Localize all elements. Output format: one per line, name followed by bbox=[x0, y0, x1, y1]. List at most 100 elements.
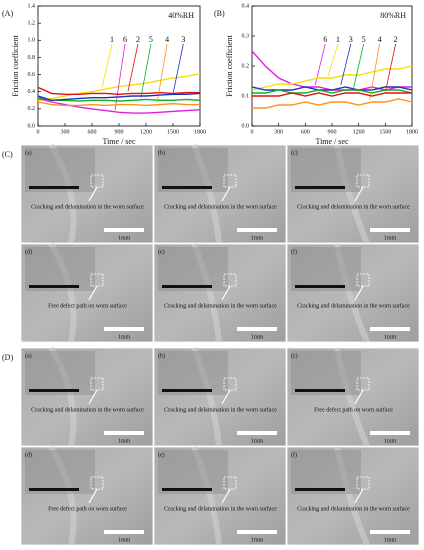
y-tick-label: 0.2 bbox=[28, 106, 36, 112]
panel-letter: (f) bbox=[291, 248, 297, 255]
chart-annotation: 80%RH bbox=[380, 11, 406, 20]
inset-image bbox=[291, 351, 361, 395]
pointer-arrow bbox=[354, 389, 364, 405]
x-tick-label: 900 bbox=[328, 129, 337, 135]
y-tick-label: 0.4 bbox=[242, 3, 250, 9]
series-label: 1 bbox=[110, 35, 114, 44]
x-tick-label: 600 bbox=[301, 129, 310, 135]
y-axis-label: Friction coefficient bbox=[11, 35, 20, 97]
panel-letter: (a) bbox=[25, 352, 32, 359]
panel-caption: Cracking and delamination in the worn su… bbox=[164, 406, 277, 413]
series-label: 6 bbox=[323, 35, 327, 44]
inset-scale-bar bbox=[29, 285, 79, 288]
annotation-arrow bbox=[172, 43, 184, 93]
inset-image bbox=[158, 450, 228, 494]
series-line bbox=[252, 89, 413, 94]
series-label: 1 bbox=[336, 35, 340, 44]
pointer-arrow bbox=[88, 488, 98, 504]
inset-scale-bar bbox=[162, 186, 212, 189]
plot-frame bbox=[37, 5, 201, 127]
annotation-arrow bbox=[353, 43, 364, 89]
inset-image bbox=[291, 148, 361, 192]
annotation-arrow bbox=[369, 43, 380, 101]
panel-caption: Cracking and delamination in the worn su… bbox=[297, 203, 410, 210]
scale-bar bbox=[104, 431, 144, 435]
annotation-arrow bbox=[140, 43, 152, 98]
panel-letter: (c) bbox=[291, 149, 298, 156]
panel-caption: Free defect path on worn surface bbox=[48, 302, 127, 309]
x-tick-label: 1800 bbox=[406, 129, 418, 135]
scale-bar-label: 1mm bbox=[118, 537, 131, 543]
annotation-arrow bbox=[101, 43, 113, 88]
scale-bar-label: 1mm bbox=[384, 537, 397, 543]
scale-bar-label: 1mm bbox=[118, 334, 131, 340]
panel-caption: Free defect path on worn surface bbox=[314, 406, 393, 413]
series-line bbox=[37, 92, 201, 102]
x-tick-label: 1800 bbox=[194, 129, 206, 135]
panel-caption: Cracking and delamination in the worn su… bbox=[164, 203, 277, 210]
scale-bar bbox=[370, 431, 410, 435]
pointer-arrow bbox=[88, 186, 98, 202]
y-axis-label: Friction coefficient bbox=[225, 35, 234, 97]
scale-bar-label: 1mm bbox=[251, 438, 264, 444]
pointer-arrow bbox=[88, 285, 98, 301]
y-tick-label: 0.1 bbox=[242, 93, 250, 99]
inset-image bbox=[25, 247, 95, 291]
panel-caption: Free defect path on worn surface bbox=[48, 505, 127, 512]
inset-scale-bar bbox=[162, 285, 212, 288]
x-tick-label: 1200 bbox=[140, 129, 152, 135]
pointer-arrow bbox=[221, 488, 231, 504]
scale-bar bbox=[370, 530, 410, 534]
series-label: 3 bbox=[349, 35, 353, 44]
annotation-arrow bbox=[156, 43, 168, 103]
inset-image bbox=[158, 247, 228, 291]
inset-scale-bar bbox=[29, 389, 79, 392]
series-label: 2 bbox=[136, 35, 140, 44]
y-tick-label: 0.0 bbox=[28, 123, 36, 129]
inset-scale-bar bbox=[295, 285, 345, 288]
series-label: 5 bbox=[362, 35, 366, 44]
scale-bar bbox=[237, 431, 277, 435]
y-tick-label: 1.4 bbox=[28, 3, 36, 9]
inset-scale-bar bbox=[295, 389, 345, 392]
pointer-arrow bbox=[354, 285, 364, 301]
inset-scale-bar bbox=[29, 186, 79, 189]
inset-image bbox=[25, 148, 95, 192]
panel-letter: (d) bbox=[25, 248, 32, 255]
inset-scale-bar bbox=[162, 389, 212, 392]
scale-bar-label: 1mm bbox=[251, 537, 264, 543]
panel-caption: Cracking and delamination in the worn su… bbox=[164, 302, 277, 309]
pointer-arrow bbox=[221, 285, 231, 301]
series-line bbox=[252, 98, 413, 109]
panel-letter: (c) bbox=[291, 352, 298, 359]
y-tick-label: 0.6 bbox=[28, 72, 36, 78]
series-line bbox=[251, 65, 413, 91]
panel-letter: (e) bbox=[158, 451, 165, 458]
inset-image bbox=[291, 247, 361, 291]
x-tick-label: 0 bbox=[251, 129, 254, 135]
inset-scale-bar bbox=[295, 488, 345, 491]
scale-bar bbox=[104, 327, 144, 331]
x-tick-label: 1500 bbox=[379, 129, 391, 135]
inset-image bbox=[158, 351, 228, 395]
panel-letter: (b) bbox=[158, 352, 165, 359]
y-tick-label: 0.0 bbox=[242, 123, 250, 129]
series-label: 6 bbox=[123, 35, 127, 44]
y-tick-label: 0.4 bbox=[28, 89, 36, 95]
panel-letter: (f) bbox=[291, 451, 297, 458]
scale-bar bbox=[237, 327, 277, 331]
pointer-arrow bbox=[221, 186, 231, 202]
y-tick-label: 0.8 bbox=[28, 55, 36, 61]
scale-bar-label: 1mm bbox=[384, 235, 397, 241]
scale-bar-label: 1mm bbox=[118, 438, 131, 444]
inset-image bbox=[158, 148, 228, 192]
panel-caption: Cracking and delamination in the worn su… bbox=[164, 505, 277, 512]
scale-bar-label: 1mm bbox=[384, 438, 397, 444]
x-tick-label: 600 bbox=[88, 129, 97, 135]
section-label: (D) bbox=[2, 353, 13, 362]
x-tick-label: 1500 bbox=[167, 129, 179, 135]
scale-bar-label: 1mm bbox=[251, 334, 264, 340]
panel-caption: Cracking and delamination in the worn su… bbox=[297, 302, 410, 309]
series-label: 5 bbox=[149, 35, 153, 44]
